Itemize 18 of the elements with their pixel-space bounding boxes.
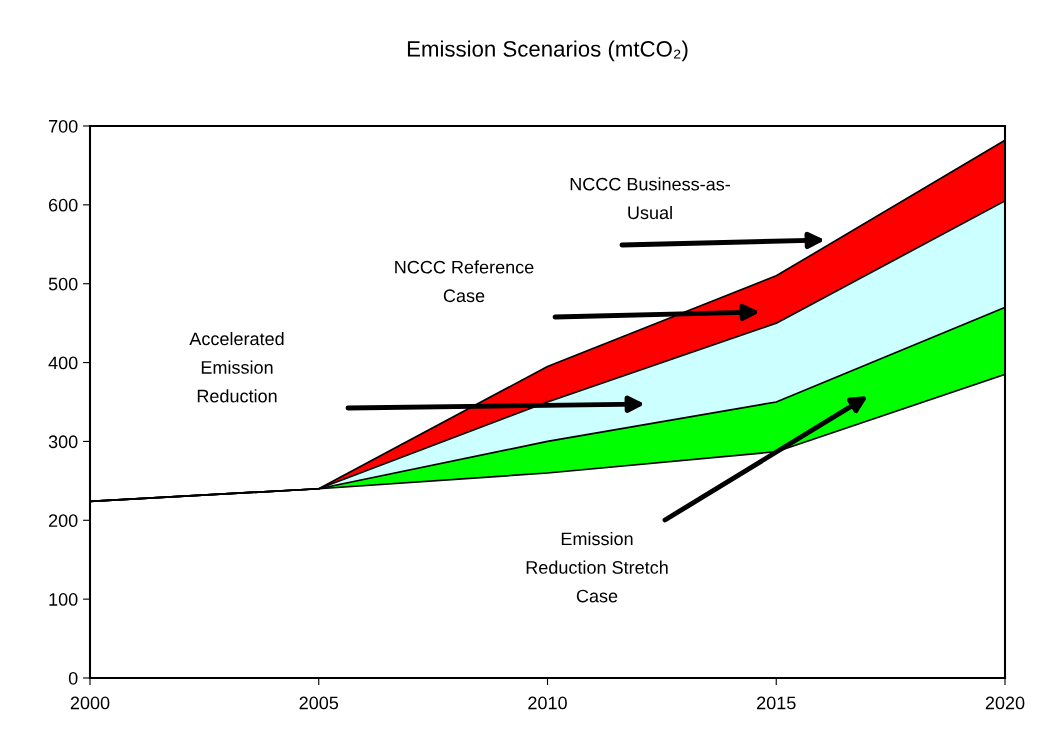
y-tick-label: 300 [48, 435, 78, 449]
y-tick-label: 200 [48, 514, 78, 528]
annotation: NCCC Reference Case [395, 260, 534, 303]
x-tick-label: 2020 [985, 696, 1025, 710]
annotation: Accelerated Emission Reduction [189, 331, 284, 403]
x-tick-label: 2010 [528, 696, 567, 710]
annotation: NCCC Business-as- Usual [570, 177, 730, 220]
y-tick-label: 100 [49, 593, 78, 606]
y-tick-label: 0 [68, 671, 78, 685]
x-tick-label: 2015 [757, 696, 796, 710]
x-tick-label: 2000 [70, 696, 110, 710]
x-tick-label: 2005 [299, 696, 339, 710]
annotation: Emission Reduction Stretch Case [526, 531, 668, 603]
y-tick-label: 700 [49, 119, 78, 133]
y-tick-label: 600 [48, 198, 78, 212]
y-tick-label: 500 [48, 277, 78, 291]
y-tick-label: 400 [48, 356, 78, 370]
chart-title: Emission Scenarios (mtCO₂) [407, 40, 688, 62]
